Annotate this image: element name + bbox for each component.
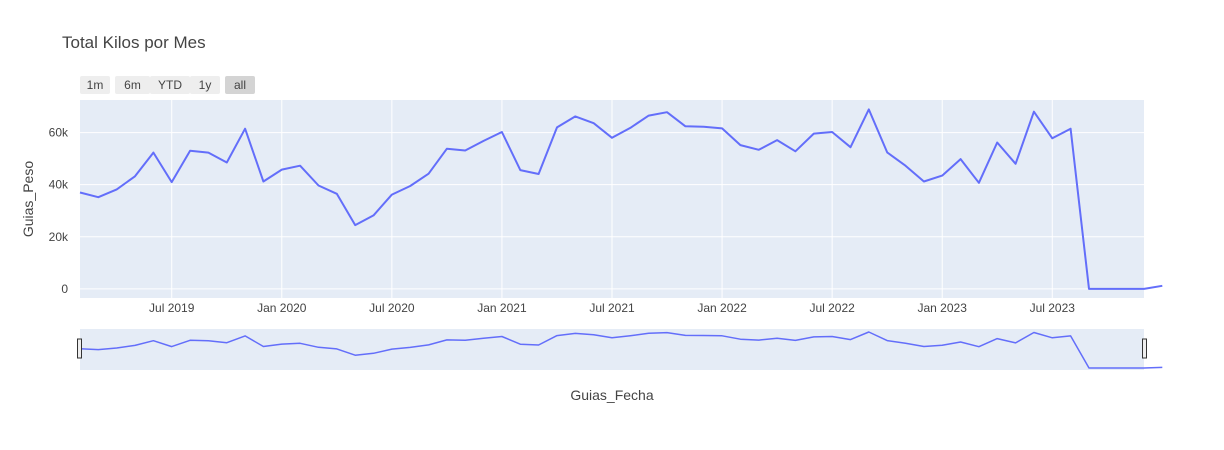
y-tick-label: 60k [49,126,69,140]
x-tick-label: Jan 2021 [477,301,527,315]
x-tick-label: Jan 2023 [918,301,968,315]
x-tick-label: Jan 2020 [257,301,307,315]
chart-title: Total Kilos por Mes [62,33,206,52]
y-tick-label: 40k [49,178,69,192]
y-gridlines [80,132,1144,290]
x-tick-label: Jul 2023 [1030,301,1076,315]
range-button-all[interactable]: all [225,76,255,94]
rangeslider-track[interactable] [80,329,1144,370]
rangeslider-left-handle[interactable] [77,338,82,359]
y-axis-ticks: 0 20k 40k 60k [49,126,69,296]
y-tick-label: 20k [49,230,69,244]
x-axis-label: Guias_Fecha [570,387,653,403]
x-axis-ticks: Jul 2019 Jan 2020 Jul 2020 Jan 2021 Jul 2021… [149,301,1075,315]
x-tick-label: Jul 2019 [149,301,195,315]
x-tick-label: Jul 2021 [589,301,635,315]
x-tick-label: Jan 2022 [697,301,747,315]
y-axis-label: Guias_Peso [20,161,36,237]
range-button-6m[interactable]: 6m [115,76,150,94]
x-tick-label: Jul 2020 [369,301,415,315]
range-button-ytd[interactable]: YTD [150,76,190,94]
range-button-1m[interactable]: 1m [80,76,110,94]
main-series-line [79,108,1163,290]
x-tick-label: Jul 2022 [809,301,855,315]
y-tick-label: 0 [61,282,68,296]
range-button-1y[interactable]: 1y [190,76,220,94]
rangeslider-right-handle[interactable] [1142,338,1147,359]
rangeslider-series-line [79,331,1163,369]
